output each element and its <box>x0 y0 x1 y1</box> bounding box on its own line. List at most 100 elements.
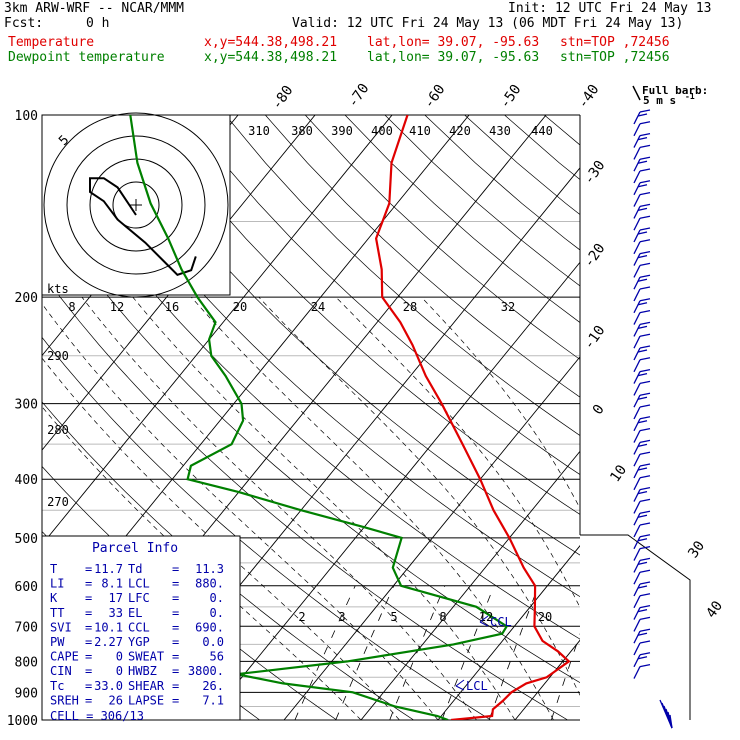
fcst-label: Fcst: <box>4 16 44 31</box>
temperature-legend: Temperature <box>8 35 95 50</box>
theta-label-270: 270 <box>47 495 69 509</box>
speed-label-28: 28 <box>403 300 417 314</box>
wind-barb-flag <box>637 490 648 495</box>
wind-barb-flag <box>639 227 651 231</box>
dry-adiabat-410 <box>384 115 580 287</box>
parcel-eq: = <box>172 577 179 591</box>
wind-barb-flag <box>639 451 651 455</box>
wind-barb-staff <box>633 194 641 207</box>
wind-barb-flag <box>639 616 651 621</box>
barb-key-label: Full barb: <box>642 84 708 97</box>
wind-barb <box>633 652 651 668</box>
moist-adiabat-30 <box>258 296 580 696</box>
wind-barb-flag <box>639 475 651 479</box>
parcel-key-lcl: LCL <box>128 577 150 591</box>
dry-adiabat-350 <box>145 115 580 515</box>
pressure-label-300: 300 <box>15 398 38 413</box>
parcel-key-td: Td <box>128 562 142 576</box>
wind-barb-staff <box>633 465 641 479</box>
wind-barb-staff <box>633 501 641 514</box>
wind-barb-flag <box>639 345 651 349</box>
wind-barb-flag <box>639 439 651 444</box>
parcel-value-td: 11.3 <box>195 562 224 576</box>
parcel-key-ygp: YGP <box>128 635 150 649</box>
valid-time: Valid: 12 UTC Fri 24 May 13 (06 MDT Fri … <box>292 16 684 31</box>
wind-barb <box>633 321 651 337</box>
wind-barb <box>633 604 651 620</box>
wind-barb <box>633 545 651 561</box>
parcel-eq: = <box>172 693 179 707</box>
dewpoint-xy: x,y=544.38,498.21 <box>204 50 338 65</box>
parcel-eq: = <box>85 664 92 678</box>
temperature-stn: stn=TOP ,72456 <box>560 35 670 50</box>
parcel-eq: = <box>172 664 179 678</box>
parcel-key-k: K <box>50 591 58 605</box>
wind-barb-flag <box>639 109 651 113</box>
parcel-key-sweat: SWEAT <box>128 650 164 664</box>
wind-barb-flag <box>639 250 651 255</box>
wind-barb <box>633 616 651 632</box>
dry-adiabat-360 <box>185 115 580 476</box>
isotherm-30 <box>592 115 740 720</box>
parcel-value-lfc: 0. <box>210 591 224 605</box>
isotherm-0 <box>360 450 580 720</box>
wind-barb-flag <box>637 561 648 566</box>
wind-barb-staff <box>633 229 641 243</box>
dewpoint-profile <box>129 115 509 720</box>
wind-barb <box>633 298 651 314</box>
wind-barb <box>633 451 651 467</box>
theta-e-label-390: 390 <box>331 124 353 138</box>
wind-barb-staff <box>633 276 641 290</box>
parcel-value-pw: 2.27 <box>94 635 123 649</box>
wind-barb-staff <box>633 418 641 432</box>
isotherm-label-80: -80 <box>269 83 297 113</box>
wind-barb <box>633 534 651 550</box>
hodograph-ring-10 <box>112 181 160 229</box>
wind-barb <box>633 557 651 573</box>
wind-barb-staff <box>633 347 641 361</box>
wind-barb-flag <box>637 254 648 259</box>
theta-e-label-430: 430 <box>489 124 511 138</box>
wind-barb-flag <box>639 274 651 278</box>
wind-barb <box>633 522 651 538</box>
wind-barb-staff <box>633 394 641 408</box>
isotherm-label-20: -20 <box>581 241 609 271</box>
wind-barb-staff <box>633 548 641 561</box>
parcel-key-el: EL <box>128 606 142 620</box>
mixing-ratio-label-8: 8 <box>439 610 446 624</box>
parcel-key-tc: Tc <box>50 679 64 693</box>
wind-barb-flag <box>639 593 651 597</box>
dry-adiabat-290 <box>42 336 491 720</box>
parcel-eq: = <box>172 635 179 649</box>
pressure-label-200: 200 <box>15 291 38 306</box>
parcel-key-shear: SHEAR <box>128 679 165 693</box>
wind-barb-flag <box>639 298 651 302</box>
wind-barb-staff <box>633 111 641 125</box>
wind-barb <box>633 144 651 160</box>
pressure-label-100: 100 <box>15 109 38 124</box>
wind-barb-staff <box>633 147 641 160</box>
parcel-value-li: 8.1 <box>101 577 123 591</box>
moist-adiabat-0 <box>42 406 362 720</box>
wind-barb <box>633 581 651 597</box>
dewpoint-stn: stn=TOP ,72456 <box>560 50 670 65</box>
annotation-lcl: LCL <box>466 679 488 693</box>
wind-barb-staff <box>633 666 641 679</box>
wind-barb <box>633 286 651 302</box>
wind-barb <box>633 309 651 325</box>
parcel-value-cin: 0 <box>116 664 123 678</box>
parcel-key-cin: CIN <box>50 664 72 678</box>
wind-barb <box>633 404 651 420</box>
wind-barb-flag <box>639 191 651 196</box>
wind-barb-flag <box>639 569 651 573</box>
hodograph-units: kts <box>47 282 69 296</box>
wind-barb-flag <box>639 510 651 514</box>
parcel-value-sreh: 26 <box>109 693 123 707</box>
mixing-ratio-12 <box>488 585 539 720</box>
wind-barb <box>633 463 651 479</box>
wind-barb-staff <box>633 359 641 373</box>
wind-barb <box>633 262 651 278</box>
isotherm-label30: 30 <box>685 538 708 561</box>
wind-barb-staff <box>633 430 641 443</box>
pressure-label-1000: 1000 <box>7 714 38 729</box>
